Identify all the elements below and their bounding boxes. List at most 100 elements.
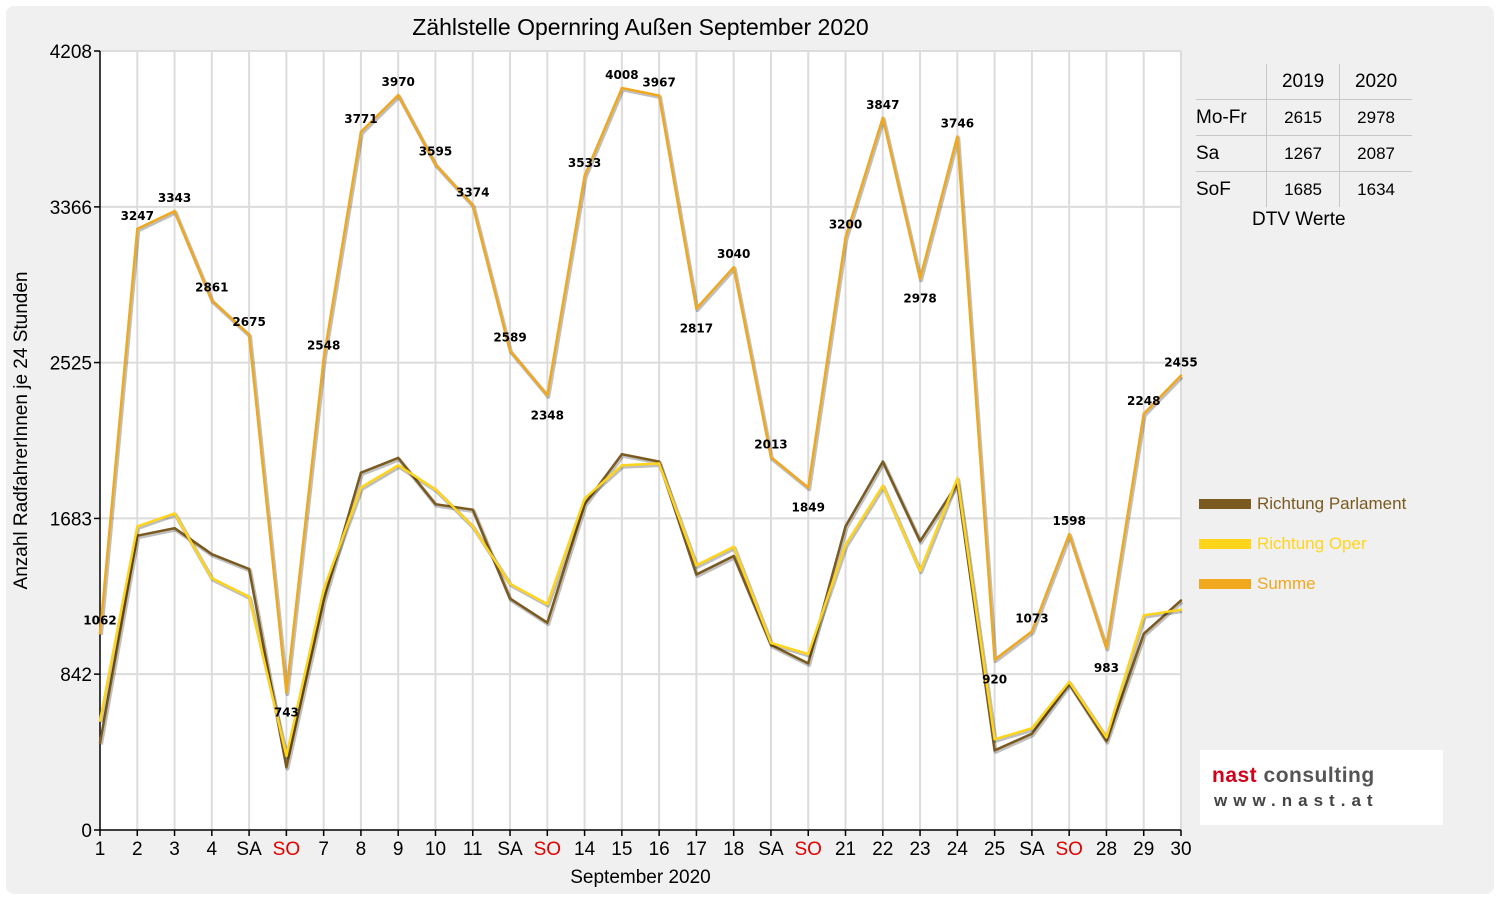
- data-point: [98, 741, 102, 745]
- x-tick-label: 8: [356, 839, 367, 860]
- x-tick-label: SO: [273, 839, 300, 860]
- data-point: [657, 462, 661, 465]
- data-label: 920: [982, 673, 1007, 687]
- data-point: [136, 227, 139, 231]
- x-tick-label: 23: [909, 839, 930, 860]
- legend-label: Richtung Parlament: [1257, 494, 1407, 513]
- data-point: [844, 543, 847, 547]
- data-point: [210, 299, 214, 302]
- legend-swatch: [1199, 499, 1251, 509]
- x-tick-label: 3: [169, 839, 180, 860]
- data-point: [1142, 614, 1145, 617]
- data-point: [98, 632, 102, 635]
- data-point: [247, 595, 251, 598]
- data-point: [508, 582, 512, 585]
- dtv-row-label: Mo-Fr: [1196, 99, 1267, 136]
- data-point: [807, 662, 810, 665]
- x-tick-label: 29: [1133, 839, 1154, 860]
- data-point: [1142, 412, 1145, 416]
- dtv-row-label: Sa: [1196, 135, 1267, 172]
- data-point: [136, 525, 139, 528]
- data-label: 3595: [419, 144, 452, 158]
- data-point: [434, 502, 437, 506]
- data-point: [657, 460, 661, 463]
- series-line-richtung-oper: [98, 462, 1182, 758]
- data-label: 3247: [121, 209, 154, 223]
- data-point: [1179, 608, 1183, 611]
- dtv-table: 2019 2020 Mo-Fr 2615 2978 Sa 1267 2087 S…: [1196, 64, 1412, 207]
- data-point: [993, 658, 996, 661]
- data-point: [620, 464, 624, 467]
- dtv-header-2019: 2019: [1266, 64, 1341, 100]
- data-point: [247, 333, 251, 336]
- x-tick-label: 28: [1096, 839, 1117, 860]
- data-point: [508, 597, 512, 600]
- y-tick-label: 2525: [50, 354, 92, 375]
- x-tick-label: SO: [795, 839, 822, 860]
- data-point: [583, 174, 586, 178]
- data-label: 3040: [717, 247, 750, 261]
- series-line-summe: [98, 86, 1182, 694]
- y-tick-label: 842: [60, 665, 92, 686]
- logo-url: www.nast.at: [1214, 791, 1379, 810]
- x-tick-label: 24: [947, 839, 969, 860]
- x-tick-label: 18: [723, 839, 744, 860]
- data-point: [1030, 732, 1034, 735]
- x-tick-label: 15: [611, 839, 632, 860]
- legend-item-parlament: Richtung Parlament: [1199, 494, 1406, 514]
- legend-swatch: [1199, 579, 1251, 589]
- data-label: 2675: [232, 315, 265, 329]
- dtv-caption: DTV Werte: [1252, 209, 1346, 230]
- data-point: [1105, 736, 1108, 739]
- data-label: 3771: [344, 112, 377, 126]
- data-point: [359, 486, 363, 489]
- x-tick-label: 17: [686, 839, 707, 860]
- data-point: [1030, 630, 1034, 633]
- dtv-header-empty: [1196, 64, 1267, 100]
- x-tick-label: SO: [534, 839, 561, 860]
- data-point: [881, 484, 884, 487]
- data-label: 2248: [1127, 394, 1160, 408]
- logo-wordmark: nast consulting: [1212, 764, 1375, 788]
- y-tick-label: 0: [81, 821, 92, 842]
- data-label: 3746: [941, 117, 974, 131]
- data-point: [247, 567, 251, 571]
- data-point: [471, 525, 474, 528]
- data-label: 743: [274, 705, 299, 719]
- data-label: 2455: [1164, 356, 1197, 370]
- data-label: 3343: [158, 191, 191, 205]
- dtv-cell: 1634: [1357, 179, 1395, 199]
- data-point: [769, 456, 773, 459]
- data-point: [620, 452, 624, 456]
- x-axis-label: September 2020: [570, 867, 711, 888]
- data-label: 3374: [456, 185, 489, 199]
- data-point: [918, 540, 922, 543]
- dtv-cell: 2978: [1339, 99, 1412, 136]
- dtv-header-2020: 2020: [1339, 64, 1412, 100]
- data-point: [285, 691, 288, 694]
- x-tick-label: SA: [497, 839, 523, 860]
- x-tick-label: SO: [1055, 839, 1082, 860]
- data-point: [397, 456, 400, 460]
- data-point: [993, 738, 996, 741]
- data-point: [844, 525, 847, 528]
- data-point: [1105, 739, 1108, 743]
- data-point: [732, 554, 735, 558]
- data-point: [1142, 632, 1145, 635]
- data-point: [434, 163, 437, 166]
- legend-label: Richtung Oper: [1257, 534, 1367, 553]
- data-label: 2348: [531, 408, 564, 422]
- data-point: [807, 486, 810, 489]
- data-label: 2013: [754, 437, 787, 451]
- y-tick-label: 4208: [50, 42, 92, 63]
- x-tick-label: 16: [649, 839, 670, 860]
- data-point: [881, 460, 884, 463]
- dtv-cell: 2615: [1266, 99, 1341, 136]
- data-label: 3200: [829, 218, 862, 232]
- x-tick-label: SA: [758, 839, 784, 860]
- data-label: 1073: [1015, 611, 1048, 625]
- data-label: 2978: [903, 292, 936, 306]
- logo-part-grey: consulting: [1257, 764, 1375, 787]
- data-point: [844, 236, 847, 239]
